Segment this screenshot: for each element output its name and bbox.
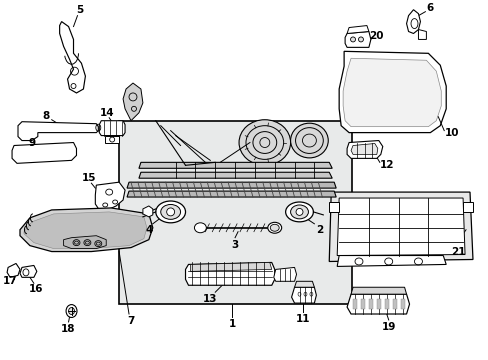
Ellipse shape xyxy=(166,208,174,216)
Ellipse shape xyxy=(161,204,180,219)
Polygon shape xyxy=(18,122,98,140)
Polygon shape xyxy=(337,198,464,256)
Text: 21: 21 xyxy=(450,247,465,257)
Polygon shape xyxy=(350,287,406,294)
Polygon shape xyxy=(400,299,404,309)
Polygon shape xyxy=(139,172,331,178)
Text: 10: 10 xyxy=(444,127,458,138)
Polygon shape xyxy=(368,299,372,309)
Polygon shape xyxy=(328,192,472,261)
Text: 9: 9 xyxy=(28,138,35,148)
Polygon shape xyxy=(20,265,37,277)
Polygon shape xyxy=(60,22,85,93)
Ellipse shape xyxy=(295,208,303,215)
Ellipse shape xyxy=(358,37,363,42)
Text: 1: 1 xyxy=(228,319,235,329)
Text: 7: 7 xyxy=(127,316,134,326)
Polygon shape xyxy=(352,299,356,309)
Polygon shape xyxy=(360,299,364,309)
Polygon shape xyxy=(350,144,377,154)
Text: 19: 19 xyxy=(381,322,395,332)
Polygon shape xyxy=(95,182,125,210)
Polygon shape xyxy=(343,58,440,127)
Text: 8: 8 xyxy=(42,111,49,121)
Text: 5: 5 xyxy=(76,5,83,15)
Polygon shape xyxy=(346,26,368,33)
Text: 3: 3 xyxy=(231,240,238,249)
Ellipse shape xyxy=(290,123,327,158)
Polygon shape xyxy=(462,202,472,212)
Polygon shape xyxy=(127,182,336,188)
Ellipse shape xyxy=(68,307,74,315)
Polygon shape xyxy=(328,202,339,212)
Polygon shape xyxy=(294,281,314,287)
Polygon shape xyxy=(12,143,76,163)
Text: 14: 14 xyxy=(100,108,114,118)
Bar xyxy=(119,121,351,304)
Ellipse shape xyxy=(66,305,77,318)
Text: 11: 11 xyxy=(296,314,310,324)
Polygon shape xyxy=(345,32,370,48)
Ellipse shape xyxy=(239,120,290,165)
Polygon shape xyxy=(384,299,388,309)
Polygon shape xyxy=(63,236,106,249)
Ellipse shape xyxy=(290,205,308,219)
Text: 6: 6 xyxy=(426,3,433,13)
Polygon shape xyxy=(190,262,271,271)
Polygon shape xyxy=(127,191,336,197)
Polygon shape xyxy=(346,294,409,314)
Polygon shape xyxy=(406,10,420,33)
Text: 2: 2 xyxy=(315,225,322,235)
Ellipse shape xyxy=(267,222,281,233)
Text: 4: 4 xyxy=(145,225,152,235)
Text: 17: 17 xyxy=(3,276,18,286)
Text: 20: 20 xyxy=(369,31,383,41)
Polygon shape xyxy=(392,299,396,309)
Polygon shape xyxy=(105,136,119,143)
Polygon shape xyxy=(418,30,426,40)
Polygon shape xyxy=(273,267,296,281)
Polygon shape xyxy=(346,140,382,158)
Text: 13: 13 xyxy=(203,294,217,304)
Text: 18: 18 xyxy=(60,324,75,334)
Ellipse shape xyxy=(270,224,279,231)
Text: 15: 15 xyxy=(82,173,97,183)
Polygon shape xyxy=(291,287,316,303)
Ellipse shape xyxy=(350,37,355,42)
Polygon shape xyxy=(123,83,142,121)
Polygon shape xyxy=(20,208,152,252)
Ellipse shape xyxy=(285,202,313,222)
Ellipse shape xyxy=(194,223,206,233)
Polygon shape xyxy=(142,206,152,217)
Polygon shape xyxy=(376,299,380,309)
Polygon shape xyxy=(24,212,146,249)
Polygon shape xyxy=(337,256,446,266)
Polygon shape xyxy=(339,51,446,132)
Polygon shape xyxy=(7,264,20,277)
Text: 16: 16 xyxy=(28,284,43,294)
Polygon shape xyxy=(185,262,274,285)
Polygon shape xyxy=(99,121,125,136)
Polygon shape xyxy=(139,162,331,168)
Text: 12: 12 xyxy=(379,160,393,170)
Ellipse shape xyxy=(156,201,185,223)
